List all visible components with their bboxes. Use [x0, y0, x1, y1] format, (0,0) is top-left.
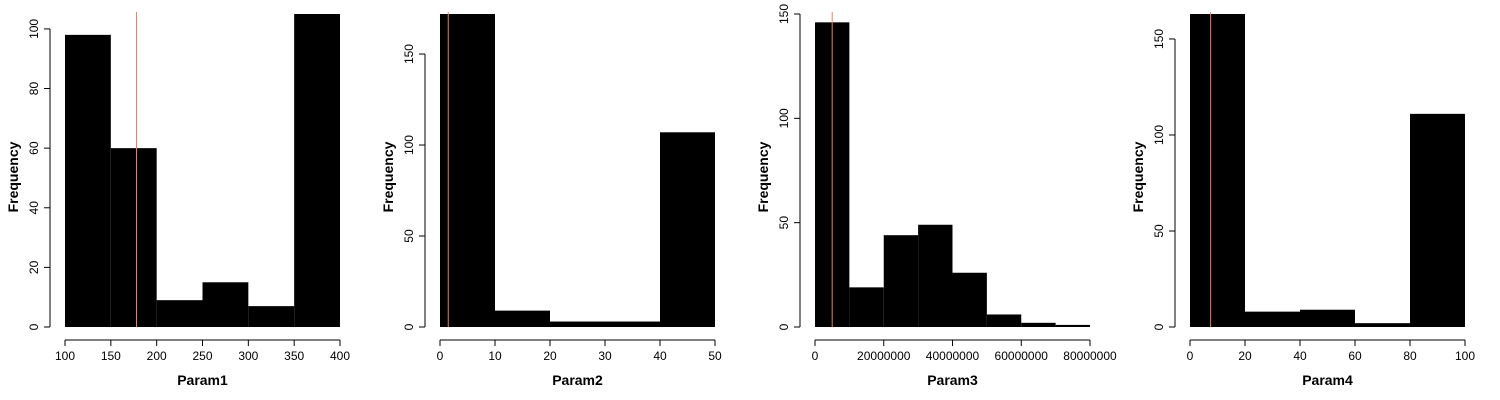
histogram-bar — [1355, 323, 1410, 327]
histogram-bar — [1021, 322, 1056, 327]
histogram-bar — [294, 14, 340, 327]
histogram-bar — [849, 287, 884, 327]
x-tick-label: 0 — [437, 349, 444, 363]
histogram-bar — [202, 282, 249, 327]
x-tick-label: 30 — [598, 349, 612, 363]
y-tick-label: 80 — [27, 82, 41, 96]
histogram-bar — [1245, 311, 1300, 327]
x-axis-label: Param1 — [177, 372, 228, 388]
y-axis-label: Frequency — [380, 141, 396, 212]
y-tick-label: 100 — [402, 135, 416, 155]
y-tick-label: 50 — [1152, 224, 1166, 238]
histogram-bar — [156, 300, 203, 327]
histogram-4: 0 20 40 60 80 100 0 50 100 150 Param4 Frequency — [1130, 12, 1475, 388]
histogram-bar — [550, 321, 605, 327]
x-tick-label: 80 — [1403, 349, 1417, 363]
x-tick-label: 40 — [653, 349, 667, 363]
x-tick-label: 0 — [1187, 349, 1194, 363]
y-tick-label: 150 — [777, 4, 791, 24]
x-tick-label: 200 — [147, 349, 167, 363]
y-tick-label: 150 — [1152, 29, 1166, 49]
histogram-bar — [110, 148, 157, 327]
x-tick-label: 50 — [708, 349, 722, 363]
histogram-2: 0 10 20 30 40 50 0 50 100 150 Param2 Frequency — [380, 12, 722, 388]
y-tick-label: 150 — [402, 44, 416, 64]
histogram-bar — [1055, 324, 1090, 327]
x-axis-label: Param2 — [552, 372, 603, 388]
histogram-bar — [495, 310, 550, 327]
histogram-bar — [605, 321, 660, 327]
y-axis-label: Frequency — [5, 141, 21, 212]
x-tick-label: 40000000 — [926, 349, 980, 363]
x-tick-label: 80000000 — [1063, 349, 1117, 363]
x-tick-label: 300 — [238, 349, 258, 363]
y-tick-label: 20 — [27, 260, 41, 274]
x-axis-label: Param3 — [927, 372, 978, 388]
x-tick-label: 20 — [1238, 349, 1252, 363]
y-tick-label: 0 — [777, 323, 791, 330]
histogram-bar — [660, 132, 715, 327]
y-tick-label: 100 — [27, 19, 41, 39]
y-axis-label: Frequency — [1130, 141, 1146, 212]
y-tick-label: 0 — [402, 323, 416, 330]
histogram-bar — [440, 14, 495, 327]
histogram-bar — [248, 306, 295, 327]
x-tick-label: 60 — [1348, 349, 1362, 363]
y-axis-label: Frequency — [755, 141, 771, 212]
x-tick-label: 250 — [192, 349, 212, 363]
histogram-bar — [1410, 113, 1465, 328]
histogram-bar — [1190, 14, 1245, 327]
x-tick-label: 0 — [812, 349, 819, 363]
x-tick-label: 100 — [55, 349, 75, 363]
histogram-bar — [918, 224, 953, 327]
histogram-bar — [1300, 309, 1355, 327]
y-tick-label: 50 — [402, 229, 416, 243]
x-tick-label: 40 — [1293, 349, 1307, 363]
y-tick-label: 100 — [777, 108, 791, 128]
x-tick-label: 100 — [1455, 349, 1475, 363]
x-tick-label: 20000000 — [857, 349, 911, 363]
y-tick-label: 60 — [27, 141, 41, 155]
x-tick-label: 10 — [488, 349, 502, 363]
y-tick-label: 50 — [777, 216, 791, 230]
histogram-bar — [952, 272, 987, 327]
histogram-1: 100 150 200 250 300 350 400 0 20 40 60 80 100 Param1 F… — [5, 12, 350, 388]
histogram-bar — [883, 235, 919, 327]
x-tick-label: 20 — [543, 349, 557, 363]
y-tick-label: 0 — [1152, 323, 1166, 330]
x-axis-label: Param4 — [1302, 372, 1353, 388]
histogram-bar — [65, 34, 111, 327]
x-tick-label: 400 — [330, 349, 350, 363]
y-tick-label: 40 — [27, 201, 41, 215]
x-tick-label: 60000000 — [995, 349, 1049, 363]
x-tick-label: 350 — [284, 349, 304, 363]
y-tick-label: 100 — [1152, 125, 1166, 145]
x-tick-label: 150 — [101, 349, 121, 363]
y-tick-label: 0 — [27, 323, 41, 330]
histogram-3: 0 20000000 40000000 60000000 80000000 0 50 100 1… — [755, 4, 1117, 388]
histogram-bar — [986, 314, 1022, 327]
